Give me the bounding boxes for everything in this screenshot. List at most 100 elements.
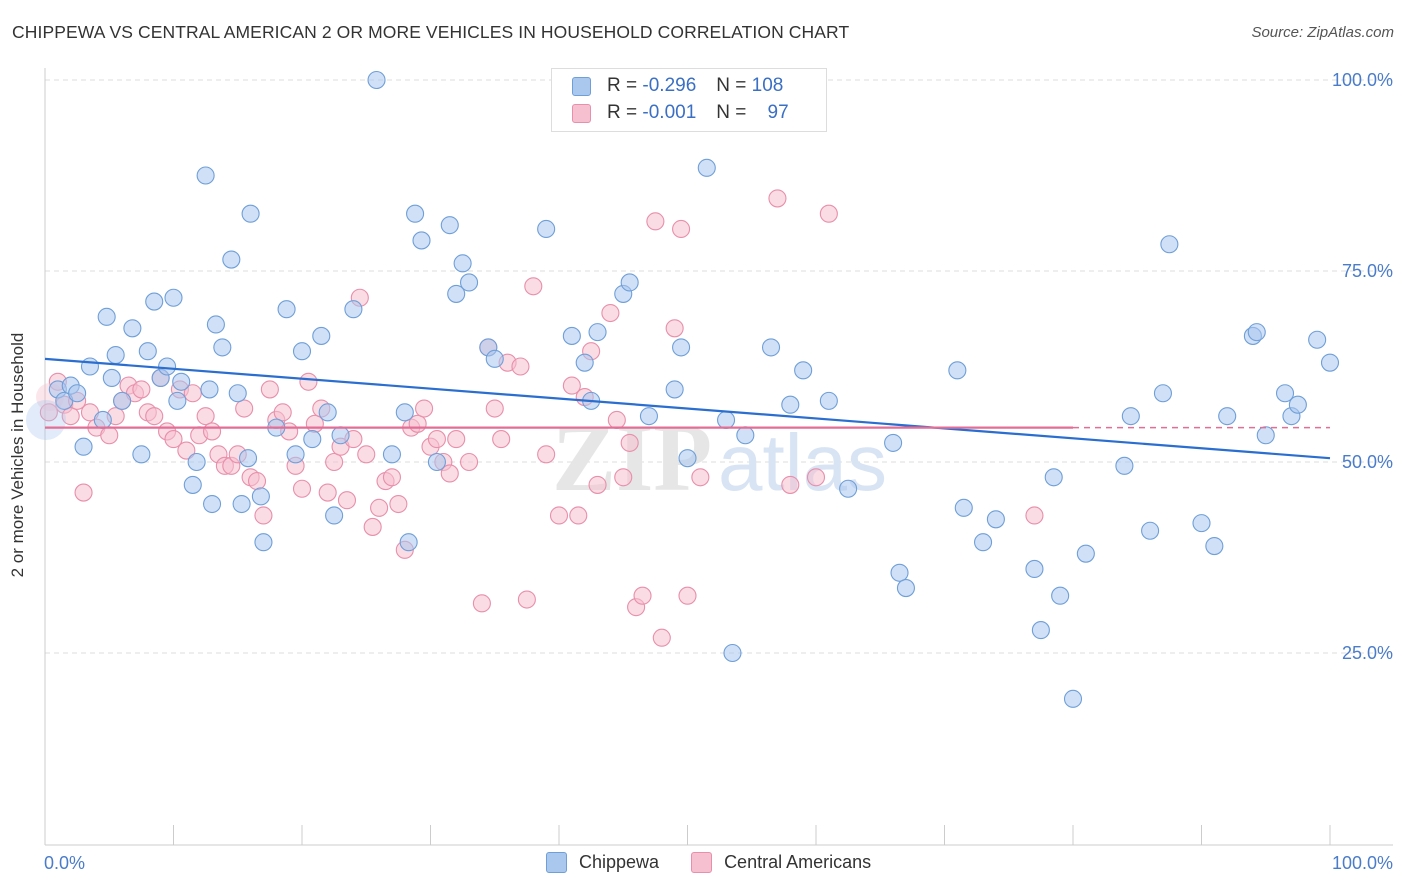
data-point [286,445,305,464]
data-point [164,430,183,449]
data-point [1115,456,1134,475]
data-point [607,410,626,430]
central-legend-swatch [691,852,713,873]
data-point [453,254,472,273]
data-point [492,430,511,449]
data-point [187,452,206,472]
data-point [781,475,800,494]
data-point [459,452,479,472]
data-point [235,399,254,418]
data-point [1320,353,1340,372]
data-point [74,437,93,456]
data-point [447,284,466,303]
r-label: R = [607,102,638,123]
data-point [106,345,125,365]
n-label: N = [716,102,747,123]
grid-lines [45,79,1393,654]
data-point [138,342,157,361]
data-point [633,586,652,605]
data-point [337,491,357,510]
data-point [806,468,826,487]
data-point [241,204,260,223]
data-point [292,342,312,361]
chippewa-points [26,70,1340,708]
data-point [172,372,191,391]
data-point [761,338,781,357]
data-point [203,494,222,514]
data-point [100,426,119,445]
data-point [459,273,479,292]
data-point [1275,384,1295,403]
data-point [97,307,116,326]
data-point [299,372,318,391]
data-point [213,338,232,357]
data-point [1044,468,1063,487]
data-point [427,452,446,472]
data-point [1063,689,1083,708]
data-point [1031,621,1050,640]
tick-labels: 25.0% 50.0% 75.0% 100.0% 0.0% 100.0% [44,70,1393,873]
data-point [196,407,215,426]
data-point [1076,544,1095,563]
data-point [691,468,710,487]
data-point [537,445,556,464]
legend-item-chippewa[interactable]: Chippewa [546,852,659,873]
data-point [646,212,665,231]
data-point [440,464,459,483]
r-value: -0.296 [642,75,697,96]
data-point [412,231,431,250]
data-point [68,384,87,403]
data-point [665,319,684,338]
data-point [672,219,691,239]
data-point [472,594,491,613]
central-swatch [572,103,591,123]
data-point [672,338,691,357]
data-point [524,277,543,296]
data-point [1051,586,1070,605]
data-point [620,433,639,452]
data-point-cluster [26,399,66,440]
data-point [562,376,581,395]
data-point [614,468,633,487]
chippewa-legend-swatch [546,852,567,873]
data-point [370,498,389,517]
data-point [1153,384,1172,403]
data-point [102,368,121,388]
data-point [292,479,312,498]
data-point [569,506,588,525]
data-point [781,395,800,414]
data-point [251,487,270,506]
legend-label-chippewa: Chippewa [579,852,660,872]
data-point [884,433,903,452]
data-point [93,410,112,430]
data-point [80,357,100,376]
data-point [367,70,386,90]
data-point [537,219,556,239]
legend-item-central[interactable]: Central Americans [691,852,871,873]
data-point [819,204,838,223]
data-point [331,426,350,445]
data-point [132,380,151,399]
axes [44,68,1393,846]
data-point [382,445,402,464]
data-point [716,410,736,430]
data-point [549,506,569,525]
data-point [427,430,446,449]
data-point [203,422,222,441]
data-point [511,357,530,376]
data-point [678,586,697,605]
n-value: 108 [751,75,784,96]
data-point [986,510,1005,529]
data-point [485,349,504,368]
data-point [222,250,241,269]
data-point [1288,395,1307,414]
x-tick-label: 0.0% [44,853,85,873]
data-point [363,517,382,536]
data-point [395,403,414,422]
data-point [1025,559,1044,579]
data-point [678,449,697,468]
n-value: 97 [767,102,789,123]
y-tick-label: 25.0% [1342,643,1393,663]
data-point [839,479,858,498]
data-point [440,216,459,235]
